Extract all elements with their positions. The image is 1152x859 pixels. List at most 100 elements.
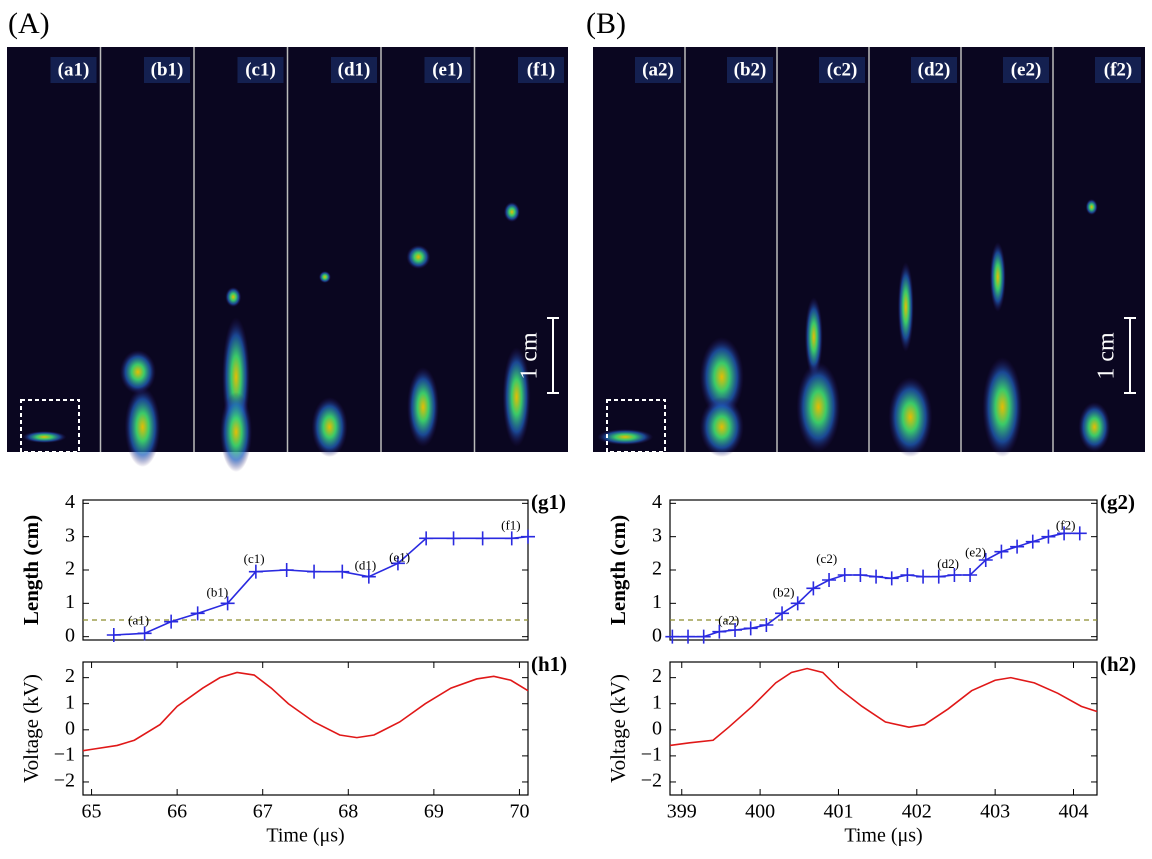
data-marker (220, 596, 235, 611)
discharge-glow (311, 397, 348, 457)
data-line (82, 671, 529, 752)
discharge-glow (119, 350, 156, 394)
x-tick-label: 401 (823, 801, 853, 823)
frame-label-bg (1003, 57, 1049, 83)
y-tick-label: 2 (652, 665, 662, 687)
data-marker (1057, 526, 1072, 541)
frame-label-bg (911, 57, 957, 83)
y-tick-label: 2 (652, 558, 662, 580)
data-marker (279, 563, 294, 577)
frame-label: (c1) (245, 59, 276, 80)
x-tick-label: 403 (980, 801, 1010, 823)
y-axis-label: Length (cm) (606, 515, 630, 625)
frame-label: (e1) (432, 59, 463, 80)
data-marker (419, 531, 434, 546)
y-tick-label: 1 (652, 691, 662, 713)
data-marker (446, 531, 461, 546)
frame-label: (a2) (642, 59, 674, 80)
data-marker (822, 573, 837, 587)
data-marker (137, 626, 152, 641)
data-marker (696, 629, 711, 644)
chart-title: (g2) (1100, 490, 1135, 514)
panel-label: (B) (586, 7, 626, 40)
frame-label: (f1) (527, 59, 555, 80)
data-marker (1010, 539, 1025, 554)
frame-label: (e2) (1011, 59, 1042, 80)
discharge-glow (502, 347, 531, 447)
annotation: (f2) (1056, 518, 1076, 533)
x-tick-label: 68 (338, 801, 358, 823)
x-tick-label: 404 (1058, 801, 1088, 823)
data-marker (759, 618, 774, 632)
chart: −2 −1 0 1 2 399 400 401 402 403 404 (h2) Voltage (kV… (606, 652, 1136, 847)
y-tick-label: 0 (65, 624, 75, 646)
annotation: (f1) (501, 518, 521, 533)
annotation: (b1) (207, 584, 229, 599)
y-tick-label: −1 (54, 743, 75, 765)
scale-label: 1 cm (517, 332, 543, 380)
data-marker (1025, 534, 1040, 549)
frame-label: (f2) (1104, 59, 1132, 80)
data-marker (521, 529, 535, 544)
region-box (606, 399, 666, 453)
data-marker (963, 568, 978, 582)
annotation: (a1) (128, 613, 149, 628)
frame-label: (b2) (734, 59, 767, 80)
region-box (20, 399, 80, 453)
y-tick-label: 2 (65, 665, 75, 687)
plot-frame (82, 661, 529, 796)
data-marker (504, 531, 519, 546)
frame-label-bg (727, 57, 773, 83)
discharge-glow (1078, 402, 1111, 452)
annotation: (d1) (355, 558, 377, 573)
data-marker (307, 564, 322, 579)
y-tick-label: 3 (652, 524, 662, 546)
data-marker (728, 623, 743, 637)
x-tick-label: 70 (509, 801, 529, 823)
y-tick-label: −2 (54, 770, 75, 792)
annotation: (d2) (937, 556, 959, 571)
x-tick-label: 402 (902, 801, 932, 823)
y-tick-label: 3 (65, 524, 75, 546)
frame-label-bg (50, 57, 97, 83)
frame-label-bg (1095, 57, 1141, 83)
y-tick-label: 4 (652, 491, 662, 513)
y-axis-label: Voltage (kV) (19, 674, 43, 783)
data-marker (869, 569, 884, 584)
frame-label: (a1) (58, 59, 90, 80)
y-tick-label: 2 (65, 558, 75, 580)
y-tick-label: −1 (641, 743, 662, 765)
data-marker (361, 569, 376, 584)
discharge-glow (982, 357, 1023, 457)
annotation: (c1) (244, 551, 265, 566)
x-tick-label: 66 (167, 801, 187, 823)
x-axis-label: Time (μs) (266, 825, 344, 847)
data-marker (475, 531, 490, 546)
chart: 0 1 2 3 4 (a1) (b1) (c1) (d1) (e1) (f1) (g1) Length … (19, 490, 566, 646)
data-marker (106, 628, 121, 642)
data-marker (1072, 526, 1087, 541)
annotation: (a2) (718, 613, 739, 628)
frame-label: (d2) (918, 59, 951, 80)
data-marker (190, 606, 205, 621)
discharge-glow (407, 367, 440, 447)
y-tick-label: 1 (652, 591, 662, 613)
y-axis-label: Voltage (kV) (606, 674, 630, 783)
discharge-glow (1085, 199, 1098, 215)
data-marker (743, 621, 758, 636)
frame-label-bg (635, 57, 681, 83)
plot-frame (669, 661, 1098, 796)
panel-label: (A) (8, 7, 50, 40)
discharge-glow (699, 397, 744, 457)
data-marker (681, 629, 696, 644)
chart-title: (h2) (1100, 652, 1136, 676)
data-marker (900, 568, 915, 582)
frame-label-bg (424, 57, 471, 83)
annotation: (e2) (965, 544, 986, 559)
frame-label: (d1) (338, 59, 371, 80)
data-marker (978, 553, 993, 567)
data-marker (884, 571, 899, 586)
x-tick-label: 65 (82, 801, 102, 823)
data-line (669, 667, 1098, 747)
